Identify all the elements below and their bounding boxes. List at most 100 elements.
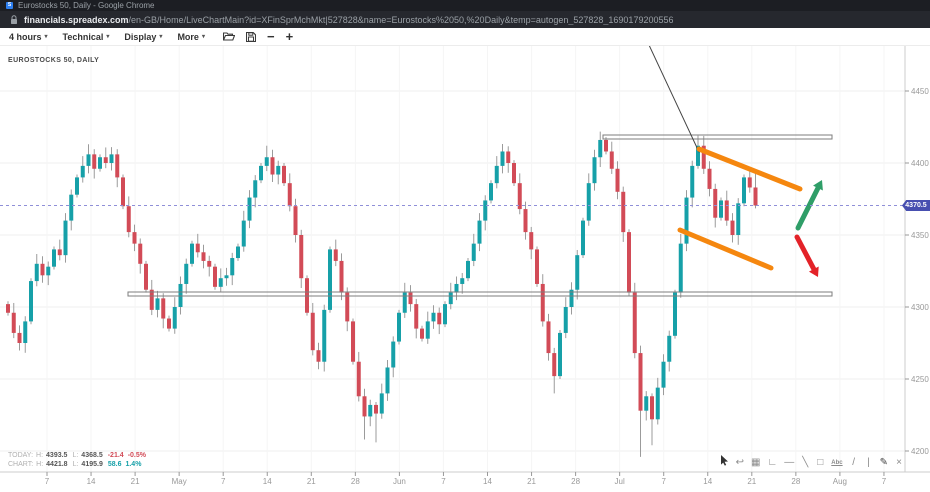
current-price-badge: 4370.5 bbox=[902, 199, 930, 211]
date-axis-label: 14 bbox=[703, 477, 713, 486]
price-axis-label: 4400 bbox=[911, 159, 929, 168]
candle-body bbox=[213, 266, 217, 287]
candle-body bbox=[115, 154, 120, 178]
chart-symbol-label: EUROSTOCKS 50, DAILY bbox=[8, 57, 100, 64]
diagonal-line-tool[interactable]: / bbox=[852, 456, 855, 468]
zoom-in-button[interactable]: + bbox=[285, 28, 294, 44]
candle-body bbox=[218, 278, 223, 287]
candle-body bbox=[184, 263, 189, 284]
url-path: /en-GB/Home/LiveChartMain?id=XFinSprMchM… bbox=[128, 14, 674, 25]
support-band[interactable] bbox=[127, 291, 833, 297]
candle-body bbox=[379, 393, 384, 414]
candle-body bbox=[161, 298, 166, 319]
candle-body bbox=[420, 328, 424, 339]
menu-display[interactable]: Display ▾ bbox=[124, 31, 163, 42]
candle-body bbox=[230, 258, 235, 276]
candle-body bbox=[57, 249, 62, 256]
date-axis-label: 28 bbox=[791, 477, 801, 486]
channel-upper-line[interactable] bbox=[696, 146, 803, 192]
candle-body bbox=[483, 200, 488, 221]
chart-low: 4195.9 bbox=[81, 461, 103, 468]
candle-body bbox=[276, 165, 281, 175]
candle-body bbox=[460, 278, 465, 284]
candle-body bbox=[598, 139, 603, 158]
candle-body bbox=[604, 139, 608, 152]
bearish-arrow[interactable] bbox=[794, 234, 817, 272]
candle-body bbox=[535, 249, 539, 284]
candle-body bbox=[103, 157, 108, 163]
date-axis-label: 7 bbox=[661, 477, 666, 486]
elbow-arrow-tool[interactable]: ↩ bbox=[735, 456, 745, 468]
drawing-toolbar: ↩ ▦ ∟ — ╲ □ Abc / | ✎ × bbox=[720, 455, 903, 470]
date-axis-label: 14 bbox=[86, 477, 96, 486]
candle-body bbox=[402, 292, 407, 313]
open-chart-button[interactable] bbox=[222, 32, 235, 41]
address-bar[interactable]: financials.spreadex.com/en-GB/Home/LiveC… bbox=[0, 11, 930, 28]
candle-body bbox=[224, 275, 229, 279]
save-icon bbox=[245, 31, 256, 42]
site-favicon: S bbox=[6, 2, 13, 9]
candle-body bbox=[322, 309, 327, 362]
rectangle-tool[interactable]: □ bbox=[817, 456, 824, 468]
pointer-trendline[interactable] bbox=[648, 46, 700, 153]
text-tool[interactable]: Abc bbox=[831, 459, 843, 466]
candle-body bbox=[69, 194, 74, 221]
chevron-down-icon: ▾ bbox=[44, 34, 48, 40]
candle-body bbox=[167, 318, 171, 329]
date-axis-label: 7 bbox=[220, 477, 226, 486]
grid-tool[interactable]: ▦ bbox=[751, 456, 761, 468]
candle-body bbox=[730, 220, 735, 235]
candle-body bbox=[724, 200, 729, 221]
save-chart-button[interactable] bbox=[245, 31, 256, 42]
candle-body bbox=[190, 243, 194, 264]
menu-timeframe[interactable]: 4 hours ▾ bbox=[9, 31, 48, 42]
zoom-out-button[interactable]: − bbox=[266, 28, 275, 44]
candle-body bbox=[581, 220, 585, 256]
date-axis-label: 28 bbox=[350, 477, 360, 486]
date-axis-label: 21 bbox=[306, 477, 316, 486]
candle-body bbox=[552, 353, 557, 377]
chart-change: 58.6 bbox=[107, 461, 122, 468]
axes-tool[interactable]: ∟ bbox=[767, 456, 778, 468]
candle-body bbox=[368, 404, 373, 417]
candle-body bbox=[575, 255, 580, 290]
candle-body bbox=[23, 321, 28, 343]
bullish-arrow[interactable] bbox=[795, 185, 821, 231]
menu-more[interactable]: More ▾ bbox=[177, 31, 205, 42]
cursor-tool-icon bbox=[720, 455, 728, 466]
stats-panel: TODAY: H: 4393.5 L: 4368.5 -21.4 -0.5% CHART: H… bbox=[8, 451, 150, 469]
price-axis-label: 4250 bbox=[911, 375, 929, 384]
candle-body bbox=[489, 183, 493, 201]
candle-body bbox=[46, 266, 51, 276]
candle-body bbox=[644, 396, 649, 411]
horizontal-line-tool[interactable]: — bbox=[784, 456, 795, 468]
candle-body bbox=[34, 263, 39, 282]
candle-body bbox=[678, 243, 683, 293]
candle-body bbox=[523, 209, 528, 233]
candle-body bbox=[351, 321, 355, 362]
vertical-line-tool[interactable]: | bbox=[867, 456, 870, 468]
candle-body bbox=[655, 387, 660, 420]
candle-body bbox=[287, 183, 292, 207]
pencil-tool[interactable]: ✎ bbox=[879, 456, 888, 468]
trend-line-tool[interactable]: ╲ bbox=[802, 456, 809, 468]
menu-technical[interactable]: Technical ▾ bbox=[62, 31, 110, 42]
chevron-down-icon: ▾ bbox=[201, 34, 205, 40]
candle-body bbox=[293, 206, 298, 235]
date-axis-label: Jun bbox=[392, 477, 406, 486]
cursor-tool[interactable] bbox=[720, 455, 729, 470]
today-change-pct: -0.5% bbox=[127, 452, 146, 459]
candle-body bbox=[310, 312, 315, 351]
candle-body bbox=[247, 197, 252, 221]
candle-body bbox=[6, 304, 10, 313]
channel-lower-line[interactable] bbox=[677, 227, 774, 271]
resistance-band[interactable] bbox=[602, 134, 833, 140]
candle-body bbox=[63, 220, 68, 256]
delete-tool[interactable]: × bbox=[896, 456, 902, 468]
candle-body bbox=[747, 177, 752, 188]
candlestick-chart[interactable] bbox=[0, 46, 930, 492]
chart-change-pct: 1.4% bbox=[125, 461, 142, 468]
candle-body bbox=[333, 249, 338, 261]
window-titlebar: S Eurostocks 50, Daily - Google Chrome bbox=[0, 0, 930, 11]
date-axis-label: Jul bbox=[614, 477, 625, 486]
